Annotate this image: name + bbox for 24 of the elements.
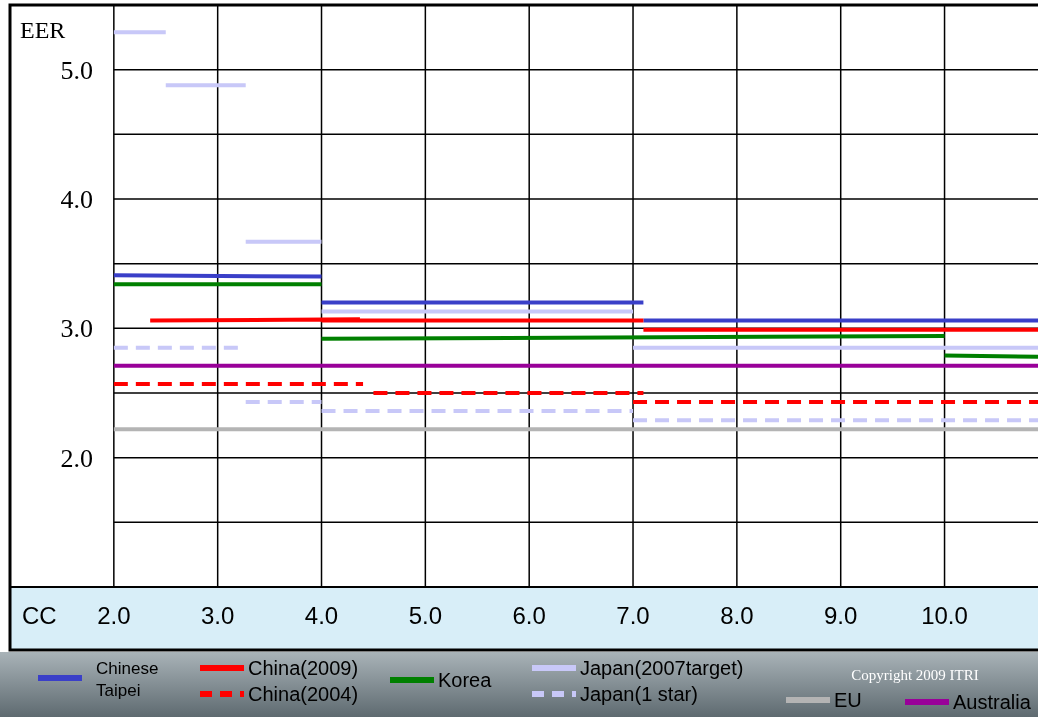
x-tick-label: 2.0 xyxy=(97,602,131,629)
legend-label: Japan(1 star) xyxy=(580,683,698,705)
x-tick-label: 9.0 xyxy=(824,602,858,629)
y-tick-label: 2.0 xyxy=(60,443,93,473)
text: Copyright 2009 ITRI xyxy=(851,667,979,683)
x-tick-label: 8.0 xyxy=(720,602,754,629)
y-tick-label: 5.0 xyxy=(60,55,93,85)
x-tick-label: 6.0 xyxy=(512,602,546,629)
y-tick-label: 4.0 xyxy=(60,185,93,215)
y-tick-label: 3.0 xyxy=(60,314,93,344)
legend-label: Australia xyxy=(953,691,1032,713)
legend-label: Japan(2007target) xyxy=(580,657,744,679)
x-tick-label: 4.0 xyxy=(304,602,339,629)
x-tick-label: 5.0 xyxy=(408,602,443,629)
legend-label: China(2009) xyxy=(248,657,359,679)
legend-label: EU xyxy=(834,689,862,711)
x-tick-label: 3.0 xyxy=(200,602,235,629)
x-axis-title: CC xyxy=(22,602,57,629)
legend-label: Chinese Taipei xyxy=(96,659,159,700)
x-tick-label: 7.0 xyxy=(616,602,650,629)
x-tick-label: 10.0 xyxy=(921,602,968,629)
y-axis-title: EER xyxy=(20,17,66,43)
legend-label: Korea xyxy=(438,669,493,691)
legend-label: China(2004) xyxy=(248,683,359,705)
